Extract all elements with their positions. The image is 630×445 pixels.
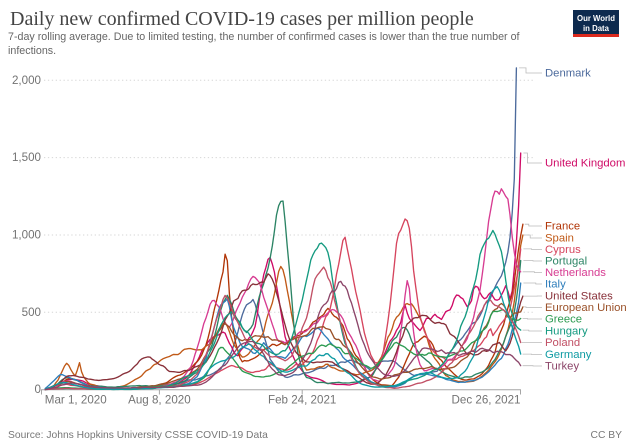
svg-text:France: France: [545, 221, 580, 233]
svg-text:Poland: Poland: [545, 337, 580, 349]
svg-text:United Kingdom: United Kingdom: [545, 158, 625, 170]
svg-text:Portugal: Portugal: [545, 256, 587, 268]
svg-text:Mar 1, 2020: Mar 1, 2020: [45, 394, 107, 407]
svg-text:Dec 26, 2021: Dec 26, 2021: [452, 394, 521, 407]
svg-text:Feb 24, 2021: Feb 24, 2021: [268, 394, 336, 407]
svg-text:Denmark: Denmark: [545, 68, 591, 80]
svg-text:1,000: 1,000: [12, 229, 41, 242]
svg-text:1,500: 1,500: [12, 151, 41, 164]
svg-text:Spain: Spain: [545, 233, 574, 245]
svg-text:500: 500: [22, 306, 41, 319]
svg-text:Greece: Greece: [545, 314, 582, 326]
svg-text:Netherlands: Netherlands: [545, 267, 606, 279]
svg-text:United States: United States: [545, 291, 613, 303]
svg-text:Cyprus: Cyprus: [545, 244, 581, 256]
svg-text:2,000: 2,000: [12, 74, 41, 87]
svg-text:Hungary: Hungary: [545, 326, 588, 338]
svg-text:0: 0: [35, 383, 41, 396]
svg-text:Turkey: Turkey: [545, 361, 579, 373]
svg-text:Germany: Germany: [545, 349, 592, 361]
svg-text:European Union: European Union: [545, 302, 627, 314]
svg-text:Italy: Italy: [545, 279, 566, 291]
svg-text:Aug 8, 2020: Aug 8, 2020: [128, 394, 191, 407]
